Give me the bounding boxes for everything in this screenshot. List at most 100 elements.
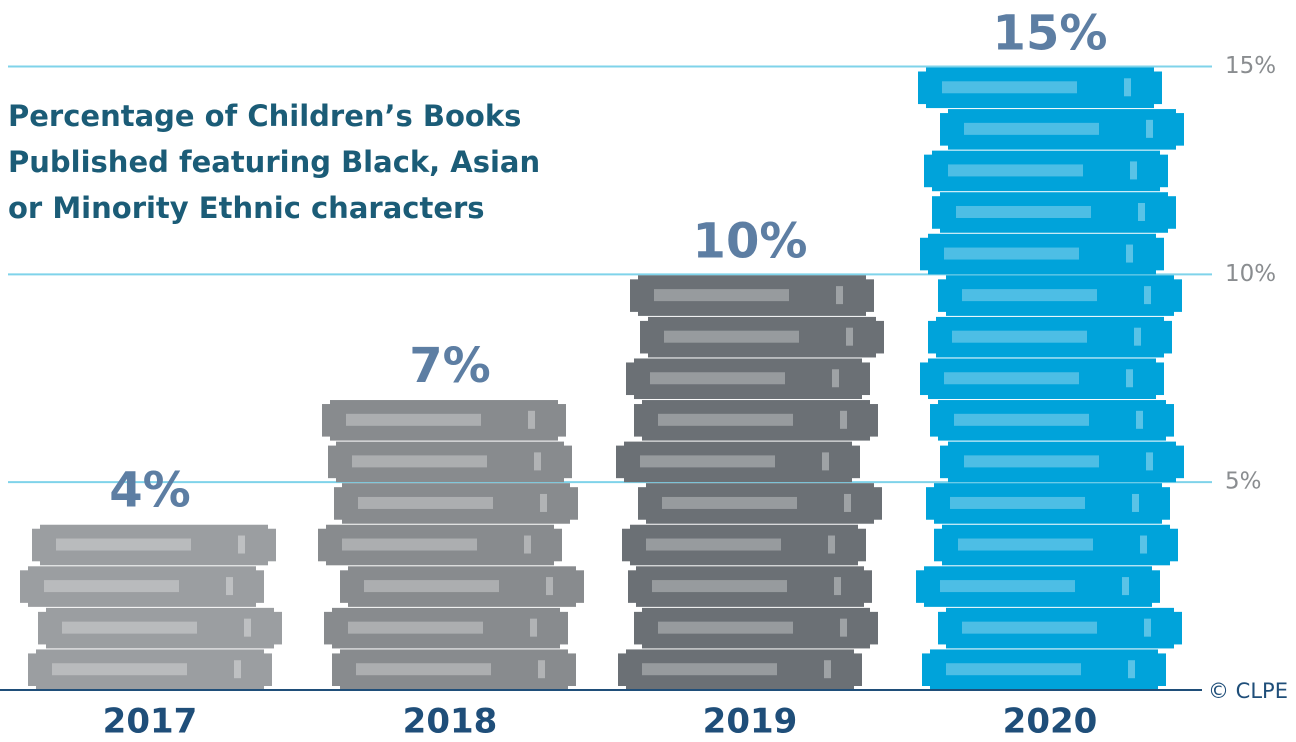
book-cap [1154,71,1162,105]
book [332,607,560,649]
book-stripe [652,580,787,593]
book-stripe [942,81,1077,94]
y-tick-label: 5% [1225,469,1262,495]
bar [916,67,1184,690]
book-mark [1128,660,1135,679]
book-stripe [944,372,1079,385]
book-cap [1160,154,1168,188]
book-stripe [958,538,1093,551]
book-cap [568,653,576,686]
book-stripe [364,580,499,593]
book-mark [1138,202,1145,221]
book-cap [28,653,36,686]
book-mark [840,618,847,637]
book-cap [1170,528,1178,562]
book-mark [534,452,541,471]
book [624,441,852,483]
book-cap [20,570,28,603]
book-cap [618,653,626,686]
book [946,607,1174,649]
book-stripe [356,663,491,676]
book-cap [1176,113,1184,146]
book [348,566,576,607]
book-cap [32,528,40,562]
book-cap [922,653,930,686]
book-cap [634,611,642,645]
book-stripe [954,413,1089,426]
book-stripe [946,663,1081,676]
book-cap [564,445,572,479]
book-cap [924,154,932,188]
book-cap [1168,196,1176,229]
book-cap [264,653,272,686]
value-label: 10% [693,213,808,269]
book-cap [340,570,348,603]
book [938,400,1166,441]
book-mark [832,369,839,388]
book-stripe [950,496,1085,509]
bar [318,400,584,690]
book [932,150,1160,192]
book-stripe [952,330,1087,343]
book-stripe [62,621,197,634]
book-mark [1136,410,1143,429]
book-stripe [664,330,799,343]
book [634,358,862,400]
book-cap [332,653,340,686]
book-mark [1146,452,1153,471]
book [40,524,268,566]
book-stripe [52,663,187,676]
book-mark [836,286,843,305]
book-mark [1126,369,1133,388]
book-cap [1166,404,1174,437]
book [36,649,264,690]
book-mark [1132,493,1139,512]
book-cap [932,196,940,229]
book-stripe [944,247,1079,260]
book-stripe [662,496,797,509]
book-cap [858,528,866,562]
book-cap [554,528,562,562]
book-cap [940,445,948,479]
book-stripe [352,455,487,468]
book-mark [540,493,547,512]
book-stripe [658,621,793,634]
book [626,649,854,690]
book-cap [634,404,642,437]
book-cap [938,279,946,312]
book [46,607,274,649]
book-cap [874,487,882,520]
book-stripe [342,538,477,551]
chart-title: or Minority Ethnic characters [8,191,485,225]
book-cap [616,445,624,479]
book-stripe [640,455,775,468]
book-mark [546,577,553,596]
book-stripe [964,122,1099,135]
book [942,524,1170,566]
book-cap [256,570,264,603]
book-cap [926,487,934,520]
book-cap [560,611,568,645]
book [646,483,874,524]
book-stripe [658,413,793,426]
book-mark [226,577,233,596]
book-stripe [44,580,179,593]
book-mark [234,660,241,679]
book-cap [870,611,878,645]
book-cap [920,362,928,396]
book-cap [1174,279,1182,312]
book [642,400,870,441]
book-stripe [348,621,483,634]
book-cap [862,362,870,396]
chart-title: Published featuring Black, Asian [8,145,540,179]
book-cap [628,570,636,603]
book-cap [870,404,878,437]
book-cap [854,653,862,686]
book-stripe [962,621,1097,634]
x-tick-label: 2017 [103,702,198,742]
book-cap [622,528,630,562]
book-cap [640,320,648,354]
book-cap [38,611,46,645]
book [948,441,1176,483]
